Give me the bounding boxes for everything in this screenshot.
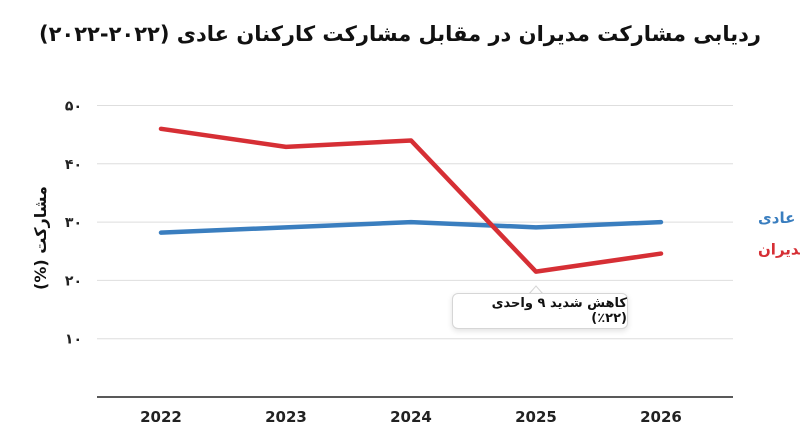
y-tick-label: ۵۰: [65, 99, 82, 115]
x-tick-label: 2025: [515, 408, 557, 426]
x-axis-ticks: 2022 2023 2024 2025 2026: [140, 408, 682, 426]
y-tick-label: ۲۰: [65, 273, 82, 289]
series-labels: کارکنان عادی مدیران: [758, 209, 800, 258]
y-tick-label: ۴۰: [65, 157, 82, 173]
series-label-managers: مدیران: [758, 241, 800, 259]
series-line-employees: [158, 219, 664, 235]
y-tick-label: ۱۰: [65, 332, 82, 348]
series-label-employees: کارکنان عادی: [758, 209, 800, 227]
chart-title: ردیابی مشارکت مدیران در مقابل مشارکت کار…: [38, 22, 762, 46]
x-tick-label: 2026: [640, 408, 682, 426]
series-line-managers: [158, 126, 664, 274]
x-tick-label: 2023: [265, 408, 307, 426]
series: [158, 126, 664, 274]
y-axis-ticks: ۱۰ ۲۰ ۳۰ ۴۰ ۵۰: [65, 99, 82, 348]
annotation-callout: کاهش شدید ۹ واحدی (۲۲٪): [452, 293, 628, 329]
y-tick-label: ۳۰: [65, 215, 82, 231]
x-tick-label: 2022: [140, 408, 182, 426]
x-tick-label: 2024: [390, 408, 432, 426]
y-axis-label: مشارکت (%): [31, 186, 50, 290]
